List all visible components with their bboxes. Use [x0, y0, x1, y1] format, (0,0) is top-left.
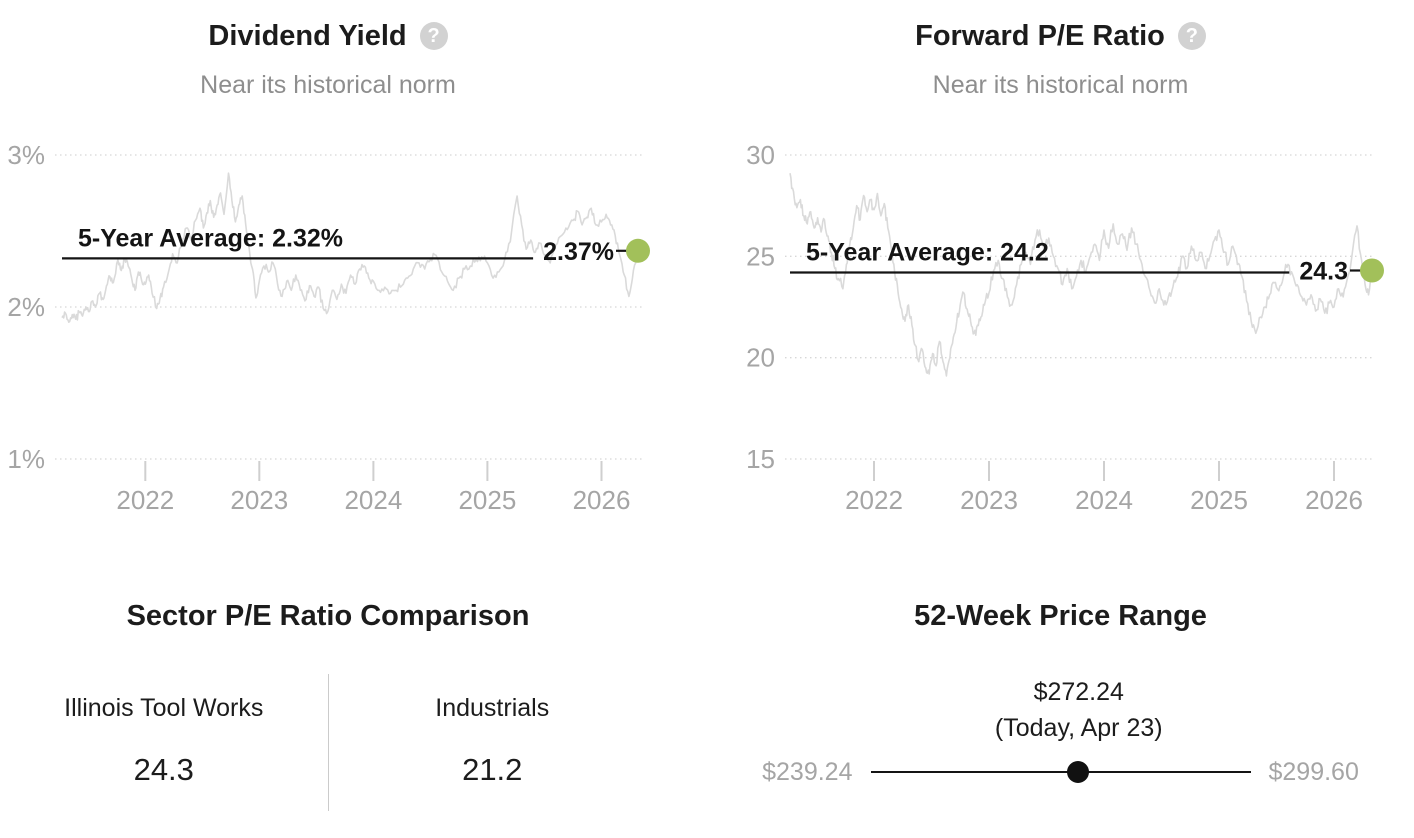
svg-text:2024: 2024: [344, 485, 402, 515]
company-pe-value: 24.3: [133, 752, 194, 787]
svg-text:2025: 2025: [1190, 485, 1248, 515]
svg-text:2022: 2022: [845, 485, 903, 515]
sector-pe-comparison-title: Sector P/E Ratio Comparison: [126, 600, 530, 632]
company-label: Illinois Tool Works: [64, 694, 264, 722]
dividend-yield-help-icon[interactable]: ?: [419, 22, 448, 50]
forward-pe-chart: 30 25 20 15 2022 2023 2024 2025 2026 24.3 5-Year A…: [746, 140, 1384, 515]
price-range-card: 52-Week Price Range $272.24 (Today, Apr …: [707, 570, 1414, 838]
price-range-marker: [1067, 761, 1090, 783]
range-low-label: $239.24: [762, 757, 853, 786]
dividend-yield-chart: 3% 2% 1% 2022 2023 2024 2025 2026 2.37% 5-Year Av…: [7, 140, 650, 515]
svg-text:5-Year Average: 2.32%: 5-Year Average: 2.32%: [78, 224, 343, 252]
column-divider: [327, 674, 329, 811]
sector-column: Industrials 21.2: [329, 690, 657, 790]
svg-text:3%: 3%: [7, 140, 45, 170]
current-price-block: $272.24 (Today, Apr 23): [995, 674, 1163, 746]
company-column: Illinois Tool Works 24.3: [0, 690, 328, 790]
svg-text:2.37%: 2.37%: [543, 238, 614, 266]
svg-text:25: 25: [746, 241, 775, 271]
dividend-yield-title: Dividend Yield: [208, 20, 407, 52]
current-price: $272.24: [1033, 678, 1124, 706]
svg-text:2022: 2022: [116, 485, 174, 515]
svg-text:24.3: 24.3: [1299, 258, 1348, 286]
forward-pe-card: Forward P/E Ratio ? Near its historical …: [707, 0, 1414, 570]
svg-text:15: 15: [746, 444, 775, 474]
forward-pe-title: Forward P/E Ratio: [915, 20, 1165, 52]
svg-text:2026: 2026: [573, 485, 631, 515]
svg-text:2023: 2023: [960, 485, 1018, 515]
svg-text:2%: 2%: [7, 292, 45, 322]
forward-pe-subtitle: Near its historical norm: [932, 71, 1189, 99]
svg-text:2026: 2026: [1305, 485, 1363, 515]
svg-text:2023: 2023: [230, 485, 288, 515]
current-price-date: (Today, Apr 23): [994, 714, 1163, 742]
price-range-row: $239.24 $299.60: [707, 756, 1414, 788]
forward-pe-help-icon[interactable]: ?: [1177, 22, 1206, 50]
svg-text:1%: 1%: [7, 444, 45, 474]
sector-label: Industrials: [435, 694, 550, 722]
dividend-yield-card: Dividend Yield ? Near its historical nor…: [0, 0, 707, 570]
forward-pe-header: Forward P/E Ratio ?: [707, 16, 1414, 56]
price-range-area: $272.24 (Today, Apr 23) $239.24 $299.60: [707, 674, 1414, 788]
dividend-yield-subtitle: Near its historical norm: [200, 71, 456, 99]
svg-text:5-Year Average: 24.2: 5-Year Average: 24.2: [806, 239, 1049, 267]
dividend-yield-header: Dividend Yield ?: [0, 16, 656, 56]
svg-text:2024: 2024: [1075, 485, 1133, 515]
price-range-title: 52-Week Price Range: [914, 600, 1207, 632]
svg-text:20: 20: [746, 343, 775, 373]
svg-text:2025: 2025: [458, 485, 516, 515]
sector-pe-value: 21.2: [462, 752, 523, 787]
sector-pe-comparison-card: Sector P/E Ratio Comparison Illinois Too…: [0, 570, 707, 838]
sector-pe-comparison-columns: Illinois Tool Works 24.3 Industrials 21.…: [0, 674, 657, 811]
price-range-track: [870, 761, 1251, 783]
svg-text:30: 30: [746, 140, 775, 170]
range-high-label: $299.60: [1268, 757, 1359, 786]
